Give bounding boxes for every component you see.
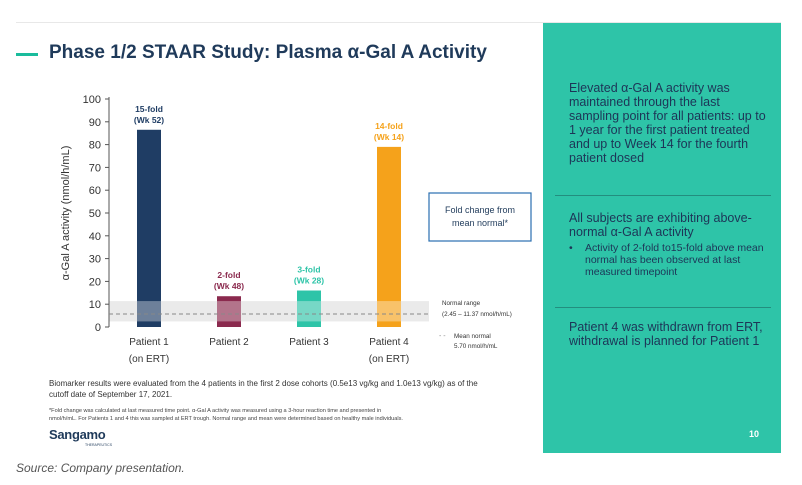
bar-label-week: (Wk 52) xyxy=(134,115,164,125)
y-tick-label: 100 xyxy=(83,94,101,106)
normal-range-values: (2.45 – 11.37 nmol/h/mL) xyxy=(442,311,512,318)
legend-box-line-2: mean normal* xyxy=(452,218,509,228)
panel-paragraph-1: Elevated α-Gal A activity was maintained… xyxy=(569,81,766,165)
mean-legend-dash: - - xyxy=(439,333,446,340)
slide: Phase 1/2 STAAR Study: Plasma α-Gal A Ac… xyxy=(16,22,781,453)
source-caption: Source: Company presentation. xyxy=(16,461,185,475)
x-category-label: Patient 3 xyxy=(289,337,329,348)
mean-normal-label: Mean normal xyxy=(454,333,491,340)
footnote-line-1: Biomarker results were evaluated from th… xyxy=(49,379,478,388)
bar-band-overlay xyxy=(137,301,161,322)
x-category-label: Patient 4 xyxy=(369,337,409,348)
company-logo-tagline: THERAPEUTICS xyxy=(85,443,113,447)
panel-bullet: Activity of 2-fold to15-fold above mean … xyxy=(569,242,769,278)
panel-divider-2 xyxy=(555,307,771,308)
bar-3 xyxy=(297,290,321,327)
title-accent-bar xyxy=(16,53,38,56)
bar-label-week: (Wk 28) xyxy=(294,276,324,286)
company-logo: Sangamo xyxy=(49,427,106,442)
x-category-label: Patient 1 xyxy=(129,337,169,348)
normal-range-band xyxy=(109,301,429,322)
panel-paragraph-2: All subjects are exhibiting above-normal… xyxy=(569,211,752,239)
x-category-sublabel: (on ERT) xyxy=(369,354,409,365)
footnote-small-2: nmol/h/mL. For Patients 1 and 4 this was… xyxy=(49,416,403,422)
page-number: 10 xyxy=(748,429,759,439)
bar-label-fold: 15-fold xyxy=(135,104,163,114)
mean-normal-value: 5.70 nmol/h/mL xyxy=(454,343,498,350)
y-tick-label: 10 xyxy=(89,299,101,311)
legend-box-line-1: Fold change from xyxy=(445,205,515,215)
x-category-sublabel: (on ERT) xyxy=(129,354,169,365)
y-tick-label: 50 xyxy=(89,208,101,220)
bar-label-week: (Wk 48) xyxy=(214,281,244,291)
x-category-label: Patient 2 xyxy=(209,337,249,348)
bar-band-overlay xyxy=(297,301,321,322)
panel-divider-1 xyxy=(555,195,771,196)
normal-range-label: Normal range xyxy=(442,300,481,307)
y-tick-label: 30 xyxy=(89,254,101,266)
y-axis-label: α-Gal A activity (nmol/h/mL) xyxy=(60,146,72,281)
bar-label-fold: 2-fold xyxy=(217,270,240,280)
summary-panel: Elevated α-Gal A activity was maintained… xyxy=(543,23,781,453)
bar-chart: 0 10 20 30 40 50 60 70 80 90 100 α-Gal A activity (… xyxy=(60,94,532,365)
bar-4 xyxy=(377,146,401,327)
y-tick-label: 60 xyxy=(89,185,101,197)
y-tick-label: 70 xyxy=(89,162,101,174)
bar-2 xyxy=(217,296,241,327)
y-tick-label: 0 xyxy=(95,322,101,334)
footnote-small-1: *Fold change was calculated at last meas… xyxy=(49,408,382,414)
bar-label-fold: 3-fold xyxy=(297,265,320,275)
y-tick-label: 80 xyxy=(89,140,101,152)
bar-band-overlay xyxy=(217,301,241,322)
slide-title: Phase 1/2 STAAR Study: Plasma α-Gal A Ac… xyxy=(49,42,487,63)
bar-band-overlay xyxy=(377,301,401,322)
footnote-line-2: cutoff date of September 17, 2021. xyxy=(49,390,173,399)
bar-label-fold: 14-fold xyxy=(375,121,403,131)
y-tick-label: 40 xyxy=(89,231,101,243)
bar-1 xyxy=(137,129,161,327)
bar-label-week: (Wk 14) xyxy=(374,132,404,142)
fold-change-legend-box xyxy=(428,192,532,242)
y-tick-label: 90 xyxy=(89,117,101,129)
panel-paragraph-3: Patient 4 was withdrawn from ERT, withdr… xyxy=(569,320,763,348)
y-tick-label: 20 xyxy=(89,276,101,288)
